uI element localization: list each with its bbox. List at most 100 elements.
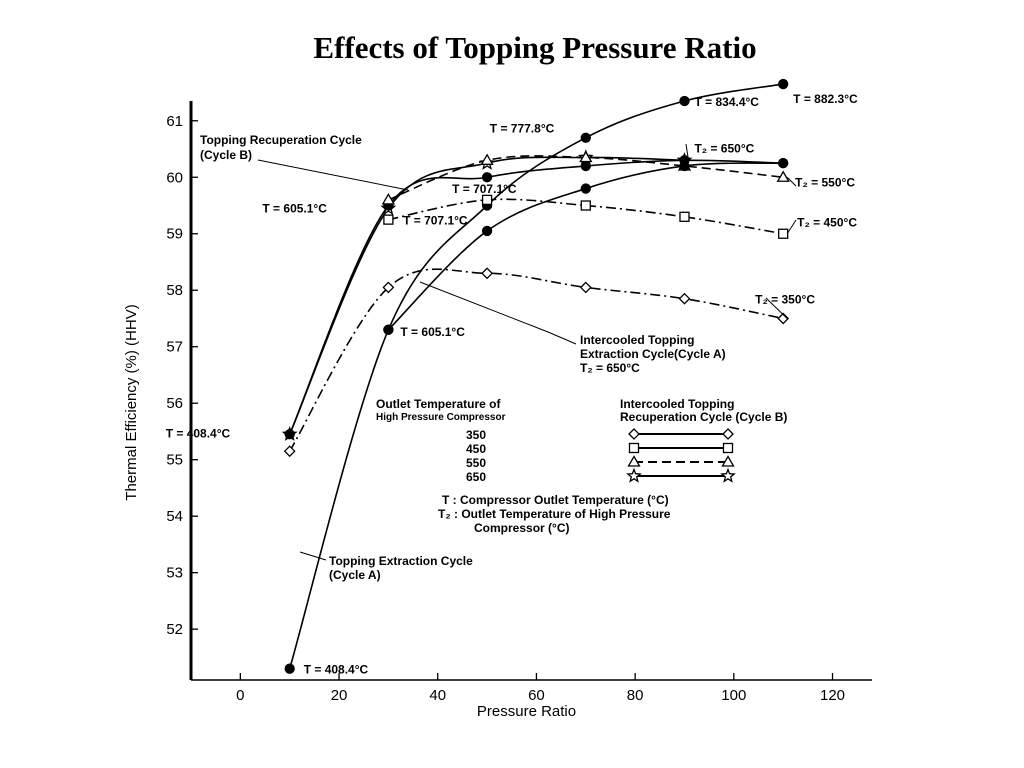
callout-line — [257, 159, 409, 191]
data-point — [678, 292, 691, 305]
value-label: T = 605.1°C — [262, 201, 327, 215]
data-point — [284, 429, 295, 440]
value-label: T = 408.4°C — [166, 426, 231, 440]
legend-row-label: 650 — [466, 470, 486, 484]
leader-line — [786, 219, 797, 235]
legend-swatch-marker — [626, 467, 642, 483]
legend-row-label: 450 — [466, 442, 486, 456]
data-point — [777, 312, 790, 325]
data-point — [481, 225, 493, 237]
value-label: T₂ = 350°C — [755, 292, 815, 306]
data-point — [580, 132, 591, 143]
value-label: T₂ = 450°C — [797, 216, 857, 230]
data-point — [679, 95, 690, 107]
data-point — [480, 153, 494, 165]
series-0 — [284, 78, 789, 674]
legend-header-left: High Pressure Compressor — [376, 412, 506, 423]
legend-swatch-marker — [721, 455, 735, 467]
y-tick-label: 52 — [166, 621, 183, 638]
value-label: T = 882.3°C — [793, 92, 858, 106]
value-label: T = 707.1°C — [452, 182, 517, 196]
legend-swatch-marker — [628, 442, 640, 454]
y-axis-label: Thermal Efficiency (%) (HHV) — [123, 304, 140, 500]
axes: 0 20 40 60 80 100 120 52 53 54 55 56 57 58 59 60 61 Press… — [123, 101, 872, 720]
legend-note: Compressor (°C) — [474, 521, 569, 535]
y-tick-label: 60 — [166, 169, 183, 186]
series-line — [288, 159, 784, 435]
y-tick-label: 56 — [166, 395, 183, 412]
y-tick-label: 58 — [166, 282, 183, 299]
callout-extraction: Topping Extraction Cycle — [329, 554, 473, 568]
data-point — [778, 228, 789, 239]
callout-line — [299, 551, 327, 561]
legend-note: T₂ : Outlet Temperature of High Pressure — [438, 507, 671, 521]
data-point — [481, 267, 494, 280]
legend-row-label: 350 — [466, 428, 486, 442]
x-tick-label: 60 — [528, 687, 545, 704]
data-point — [481, 172, 493, 183]
value-label: T = 834.4°C — [694, 95, 759, 109]
legend-swatch-marker — [722, 428, 734, 440]
data-point — [382, 281, 395, 294]
data-point — [579, 281, 592, 294]
callout-line — [419, 281, 577, 345]
data-point — [284, 663, 295, 674]
data-point — [580, 183, 591, 194]
series-layer — [281, 78, 790, 674]
series-6 — [383, 157, 789, 335]
data-point — [383, 324, 394, 335]
data-point — [481, 194, 493, 206]
y-tick-label: 61 — [166, 113, 183, 130]
legend-note: T : Compressor Outlet Temperature (°C) — [442, 493, 669, 507]
callout-intercooled: T₂ = 650°C — [580, 361, 640, 375]
data-point — [776, 170, 790, 182]
legend-swatch-marker — [628, 428, 640, 440]
legend-swatch-marker — [722, 442, 734, 454]
leader-line — [786, 176, 797, 187]
callout-intercooled: Intercooled Topping — [580, 333, 694, 347]
x-tick-label: 100 — [721, 687, 746, 704]
x-axis-label: Pressure Ratio — [477, 703, 576, 720]
value-label: T = 777.8°C — [490, 122, 555, 136]
data-point — [778, 157, 789, 169]
legend-header-left: Outlet Temperature of — [376, 397, 501, 411]
legend-swatch-marker — [627, 455, 641, 467]
value-label: T₂ = 550°C — [795, 175, 855, 189]
series-4 — [383, 194, 789, 239]
x-tick-label: 40 — [429, 687, 446, 704]
data-point — [679, 160, 690, 172]
data-point — [579, 150, 593, 163]
data-point — [580, 160, 591, 172]
y-tick-label: 54 — [166, 508, 183, 525]
series-line — [388, 198, 784, 235]
data-point — [580, 200, 591, 211]
value-label: T = 408.4°C — [304, 663, 369, 677]
callout-intercooled: Extraction Cycle(Cycle A) — [580, 347, 726, 361]
callout-extraction: (Cycle A) — [329, 568, 381, 582]
y-tick-label: 55 — [166, 452, 183, 469]
legend-header-right: Recuperation Cycle (Cycle B) — [620, 410, 787, 424]
y-tick-label: 59 — [166, 226, 183, 243]
data-point — [679, 211, 690, 222]
legend-row-label: 550 — [466, 456, 486, 470]
slide-title: Effects of Topping Pressure Ratio — [313, 30, 757, 65]
x-tick-label: 20 — [331, 687, 348, 704]
data-point — [381, 193, 396, 205]
legend-swatch-marker — [720, 467, 736, 483]
legend-header-right: Intercooled Topping — [620, 397, 734, 411]
series-line — [288, 156, 685, 435]
annotation-layer: T = 882.3°C T = 834.4°C T = 777.8°C T₂ = 65… — [166, 92, 858, 677]
leader-line — [685, 143, 689, 161]
y-tick-label: 57 — [166, 339, 183, 356]
leader-line — [765, 297, 788, 319]
callout-recuperation: Topping Recuperation Cycle — [200, 133, 362, 147]
series-5 — [283, 267, 790, 458]
y-tick-label: 53 — [166, 565, 183, 582]
data-point — [283, 445, 296, 458]
callout-recuperation: (Cycle B) — [200, 148, 252, 162]
value-label: T = 605.1°C — [400, 325, 465, 339]
x-tick-label: 0 — [236, 687, 244, 704]
value-label: T = 707.1°C — [403, 214, 468, 228]
